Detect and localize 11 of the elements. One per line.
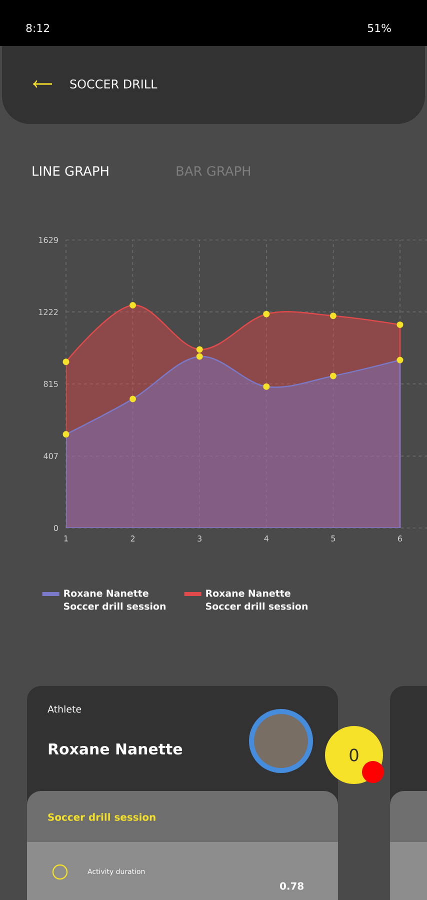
- text: 0: [350, 748, 358, 762]
- text: Athlete: [48, 705, 82, 713]
- legend-label: Roxane Nanette Soccer drill session: [206, 590, 308, 610]
- chart-subtitle: LINE GRAPH: [32, 166, 108, 176]
- text: Roxane Nanette: [48, 743, 182, 755]
- text: Soccer drill session: [48, 813, 156, 821]
- text: 51%: [368, 24, 391, 32]
- chart-title: SOCCER DRILL: [70, 79, 158, 89]
- legend-label: Roxane Nanette Soccer drill session: [64, 590, 166, 610]
- text: 0.78: [280, 882, 304, 890]
- text: 8:12: [26, 24, 50, 32]
